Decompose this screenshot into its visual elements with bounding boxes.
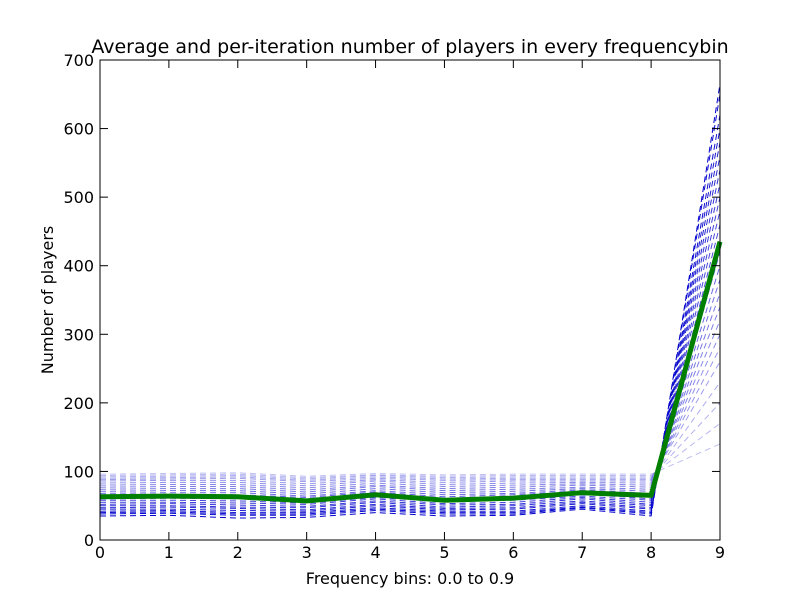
chart-title: Average and per-iteration number of play… <box>91 36 728 58</box>
iteration-series-line <box>99 83 721 519</box>
iteration-series-line <box>99 320 721 489</box>
iteration-series-line <box>100 169 721 509</box>
iteration-series-line <box>99 334 721 487</box>
iteration-series-line <box>100 197 721 505</box>
iteration-series-line <box>99 361 721 483</box>
plot-area <box>100 60 720 540</box>
y-tick-label: 400 <box>63 257 94 276</box>
iteration-series-line <box>99 292 721 493</box>
y-tick-label: 0 <box>84 531 94 550</box>
y-tick-label: 700 <box>63 51 94 70</box>
x-tick-label: 2 <box>233 543 243 562</box>
iteration-series-line <box>99 381 721 481</box>
x-tick-label: 9 <box>715 543 725 562</box>
y-tick-label: 300 <box>63 325 94 344</box>
iteration-series-line <box>99 128 721 514</box>
x-axis-label: Frequency bins: 0.0 to 0.9 <box>306 569 514 588</box>
x-tick-label: 7 <box>577 543 587 562</box>
x-tick-label: 0 <box>95 543 105 562</box>
tick-layer: 0 1 2 3 4 5 6 7 8 9 0 100 200 300 400 500 600 700 <box>63 51 725 562</box>
iteration-series-line <box>99 279 721 495</box>
x-tick-label: 1 <box>164 543 174 562</box>
iteration-series-line <box>99 306 721 491</box>
iteration-series-line <box>99 183 721 507</box>
y-tick-label: 600 <box>63 120 94 139</box>
y-tick-label: 200 <box>63 394 94 413</box>
x-tick-label: 3 <box>302 543 312 562</box>
iteration-series-line <box>99 443 721 477</box>
y-axis-label: Number of players <box>38 226 57 375</box>
y-tick-label: 500 <box>63 188 94 207</box>
plot-frame <box>99 59 721 541</box>
series-layer <box>99 83 723 519</box>
iteration-series-line <box>99 265 721 497</box>
x-tick-label: 8 <box>646 543 656 562</box>
iteration-series-line <box>99 114 721 515</box>
iteration-series-line <box>100 142 721 512</box>
iteration-series-line <box>99 155 721 511</box>
iteration-series-line <box>99 423 721 479</box>
iteration-series-line <box>99 94 721 516</box>
average-series-line <box>99 241 723 504</box>
iteration-series-line <box>99 402 721 480</box>
iteration-series-line <box>99 347 721 485</box>
x-tick-label: 6 <box>508 543 518 562</box>
x-tick-label: 5 <box>439 543 449 562</box>
y-tick-label: 100 <box>63 462 94 481</box>
x-tick-label: 4 <box>370 543 380 562</box>
